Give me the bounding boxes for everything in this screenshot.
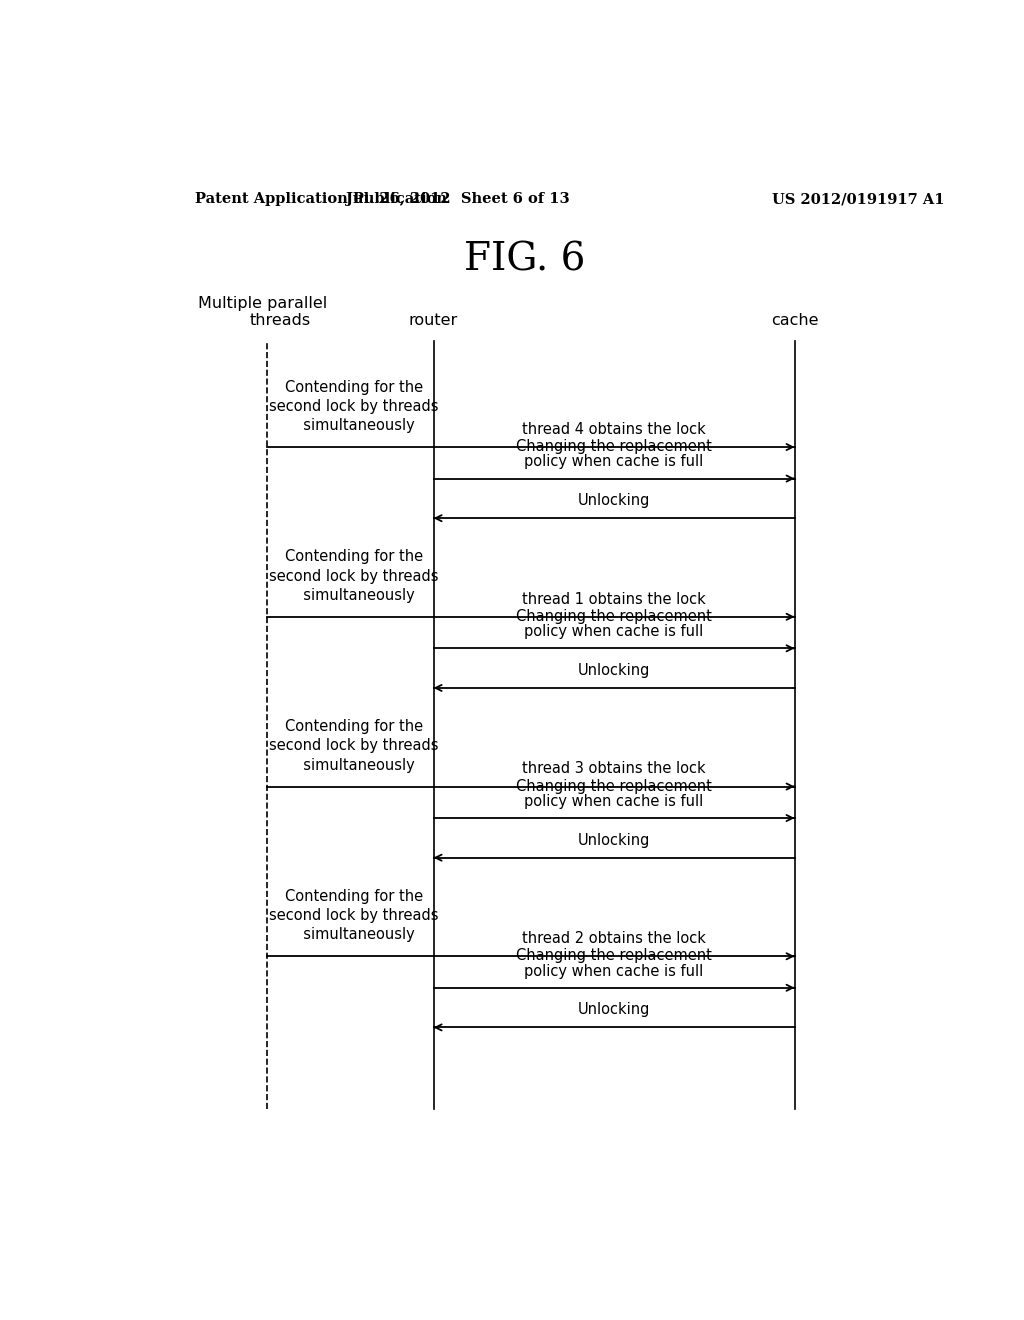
- Text: Contending for the: Contending for the: [285, 719, 423, 734]
- Text: threads: threads: [250, 313, 311, 329]
- Text: Multiple parallel: Multiple parallel: [199, 296, 328, 312]
- Text: Contending for the: Contending for the: [285, 380, 423, 395]
- Text: FIG. 6: FIG. 6: [464, 242, 586, 279]
- Text: Unlocking: Unlocking: [578, 1002, 650, 1018]
- Text: simultaneously: simultaneously: [294, 758, 415, 772]
- Text: thread 1 obtains the lock: thread 1 obtains the lock: [522, 591, 706, 607]
- Text: Changing the replacement: Changing the replacement: [516, 779, 712, 793]
- Text: second lock by threads: second lock by threads: [269, 399, 439, 414]
- Text: Changing the replacement: Changing the replacement: [516, 948, 712, 964]
- Text: simultaneously: simultaneously: [294, 418, 415, 433]
- Text: Unlocking: Unlocking: [578, 833, 650, 847]
- Text: policy when cache is full: policy when cache is full: [524, 964, 703, 978]
- Text: Patent Application Publication: Patent Application Publication: [196, 191, 447, 206]
- Text: policy when cache is full: policy when cache is full: [524, 454, 703, 470]
- Text: Jul. 26, 2012  Sheet 6 of 13: Jul. 26, 2012 Sheet 6 of 13: [345, 191, 569, 206]
- Text: simultaneously: simultaneously: [294, 928, 415, 942]
- Text: Unlocking: Unlocking: [578, 494, 650, 508]
- Text: second lock by threads: second lock by threads: [269, 569, 439, 583]
- Text: Changing the replacement: Changing the replacement: [516, 440, 712, 454]
- Text: US 2012/0191917 A1: US 2012/0191917 A1: [772, 191, 944, 206]
- Text: Contending for the: Contending for the: [285, 549, 423, 565]
- Text: policy when cache is full: policy when cache is full: [524, 793, 703, 809]
- Text: thread 3 obtains the lock: thread 3 obtains the lock: [522, 762, 706, 776]
- Text: thread 2 obtains the lock: thread 2 obtains the lock: [522, 931, 706, 946]
- Text: second lock by threads: second lock by threads: [269, 908, 439, 923]
- Text: simultaneously: simultaneously: [294, 587, 415, 603]
- Text: Contending for the: Contending for the: [285, 888, 423, 904]
- Text: cache: cache: [771, 313, 818, 329]
- Text: Changing the replacement: Changing the replacement: [516, 609, 712, 624]
- Text: policy when cache is full: policy when cache is full: [524, 624, 703, 639]
- Text: Unlocking: Unlocking: [578, 663, 650, 677]
- Text: thread 4 obtains the lock: thread 4 obtains the lock: [522, 422, 706, 437]
- Text: router: router: [409, 313, 458, 329]
- Text: second lock by threads: second lock by threads: [269, 738, 439, 754]
